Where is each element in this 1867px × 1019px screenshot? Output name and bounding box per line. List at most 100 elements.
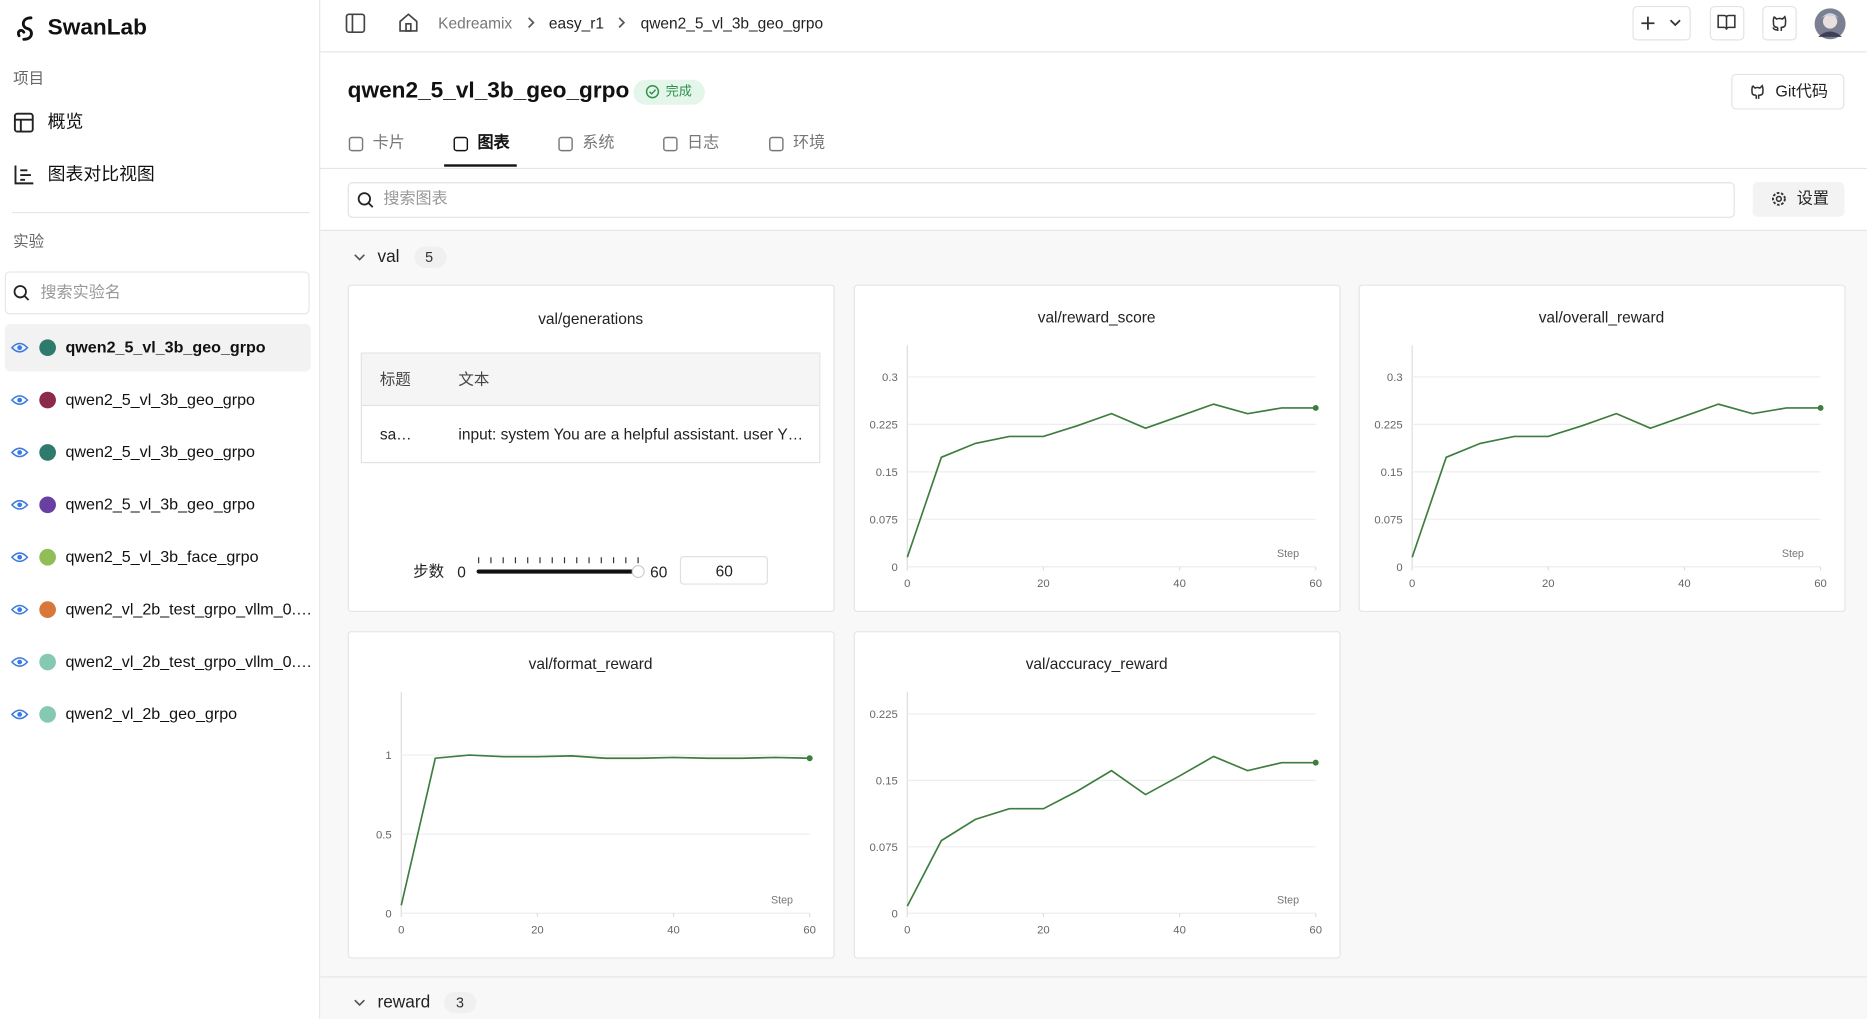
x-tick-label: 0 [904, 925, 910, 937]
github-button[interactable] [1762, 5, 1797, 41]
color-dot [39, 496, 56, 514]
panel-title: val/generations [538, 309, 644, 328]
tab-icon-shape [663, 136, 678, 152]
y-tick-label: 0.5 [376, 829, 392, 841]
group-separator [320, 976, 1867, 978]
add-button[interactable] [1632, 5, 1691, 41]
visibility-icon[interactable] [10, 602, 29, 616]
color-dot [39, 601, 56, 618]
tab-icon-shape [769, 136, 784, 152]
chart: val/overall_reward 0 0.075 0.15 0.225 0.3 0 20 4… [1374, 310, 1827, 590]
y-tick-label: 1 [385, 750, 391, 762]
table-cell[interactable]: input: system You are a helpful assistan… [458, 425, 804, 443]
visibility-icon[interactable] [10, 393, 29, 407]
chevron-icon [354, 254, 365, 261]
experiment-name[interactable]: qwen2_5_vl_3b_geo_grpo [65, 442, 255, 461]
chart-title: val/accuracy_reward [1026, 656, 1168, 673]
eye-pupil [17, 712, 23, 717]
tab[interactable]: 日志 [687, 133, 720, 152]
y-tick-label: 0 [891, 562, 897, 574]
settings-button[interactable] [1752, 182, 1845, 217]
visibility-icon[interactable] [10, 341, 29, 355]
group-name[interactable]: reward [377, 993, 431, 1013]
home-icon[interactable] [398, 12, 419, 33]
y-tick-label: 0.15 [1381, 467, 1403, 479]
table-panel [347, 284, 835, 613]
chevron-path [354, 999, 365, 1007]
visibility-icon[interactable] [10, 655, 29, 669]
experiment-name[interactable]: qwen2_vl_2b_geo_grpo [65, 704, 238, 723]
slider-max: 60 [650, 563, 668, 582]
chart-panel [853, 631, 1341, 959]
y-tick-label: 0 [385, 908, 391, 920]
nav-item[interactable]: 图表对比视图 [47, 164, 155, 185]
visibility-icon[interactable] [10, 550, 29, 564]
x-tick-label: 40 [1678, 578, 1691, 590]
end-point [806, 755, 813, 762]
tab-icon [453, 136, 469, 152]
experiment-search[interactable] [4, 271, 310, 315]
slider-input[interactable] [679, 556, 768, 585]
experiment-name[interactable]: qwen2_5_vl_3b_geo_grpo [65, 390, 255, 409]
breadcrumb-item[interactable]: qwen2_5_vl_3b_geo_grpo [640, 14, 824, 33]
add-icon [1641, 16, 1681, 30]
tab[interactable]: 环境 [792, 133, 826, 152]
chart-search[interactable] [347, 182, 1735, 218]
experiment-color [39, 653, 56, 671]
eye-pupil [17, 397, 23, 403]
x-axis-label: Step [771, 895, 793, 907]
experiment-name[interactable]: qwen2_vl_2b_test_grpo_vllm_0.… [65, 652, 313, 671]
visibility-icon[interactable] [10, 498, 29, 512]
table [360, 352, 821, 464]
line-series [1411, 403, 1821, 558]
toggle-sidebar[interactable] [345, 13, 366, 33]
settings-label: 设置 [1796, 189, 1829, 208]
experiment-name[interactable]: qwen2_vl_2b_test_grpo_vllm_0.… [65, 600, 313, 618]
experiment-name[interactable]: qwen2_5_vl_3b_geo_grpo [65, 338, 266, 357]
docs-button[interactable] [1709, 5, 1745, 41]
x-tick-label: 40 [1173, 925, 1186, 937]
x-axis-label: Step [1277, 548, 1299, 560]
x-tick-label: 0 [1409, 578, 1415, 590]
tab-icon-shape [558, 136, 573, 152]
status-icon [645, 85, 660, 99]
tab-icon [558, 136, 573, 152]
git-button-label: Git代码 [1775, 82, 1829, 101]
chevron-path [354, 254, 365, 261]
x-tick-label: 60 [1309, 578, 1322, 590]
y-tick-label: 0.3 [1387, 372, 1403, 384]
slider-thumb[interactable] [631, 564, 645, 579]
tab[interactable]: 卡片 [372, 133, 405, 152]
nav-item[interactable]: 概览 [47, 111, 84, 133]
experiment-color [39, 339, 56, 357]
experiment-color [39, 548, 56, 566]
experiment-color [39, 706, 56, 723]
eye-path [10, 604, 29, 615]
chart: val/accuracy_reward 0 0.075 0.15 0.225 0 20 40 6… [869, 656, 1322, 937]
git-icon [1751, 84, 1764, 99]
breadcrumb-item[interactable]: Kedreamix [438, 14, 513, 33]
visibility-icon[interactable] [10, 445, 29, 459]
chart: val/format_reward 0 0.5 1 0 20 40 60 Step [376, 656, 816, 936]
tab[interactable]: 系统 [582, 133, 615, 152]
slider[interactable] [474, 555, 648, 581]
git-button[interactable] [1731, 73, 1845, 110]
group-name[interactable]: val [377, 247, 400, 267]
experiment-name[interactable]: qwen2_5_vl_3b_geo_grpo [65, 495, 255, 514]
section-label: 项目 [13, 69, 45, 87]
x-axis-label: Step [1782, 548, 1804, 560]
table-cell[interactable]: sa… [379, 425, 412, 443]
x-tick-label: 20 [1542, 578, 1555, 590]
breadcrumb-item[interactable]: easy_r1 [548, 14, 604, 33]
visibility-icon[interactable] [10, 707, 29, 721]
column-header: 标题 [379, 370, 411, 389]
eye-path [10, 342, 29, 353]
experiment-name[interactable]: qwen2_5_vl_3b_face_grpo [65, 547, 259, 566]
avatar[interactable] [1813, 7, 1846, 40]
color-dot [39, 391, 56, 409]
tab-icon [348, 136, 364, 152]
end-point [1817, 404, 1824, 411]
eye-pupil [17, 659, 23, 665]
tab[interactable]: 图表 [477, 133, 510, 152]
